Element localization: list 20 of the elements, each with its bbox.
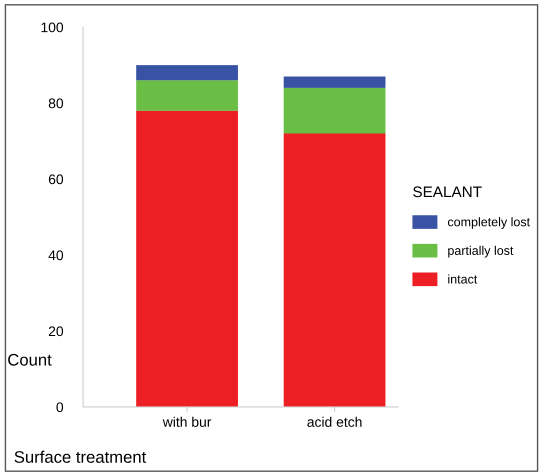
bar — [136, 80, 238, 111]
y-tick-label: 20 — [48, 326, 64, 336]
y-tick-label: 80 — [48, 98, 64, 108]
x-axis-title: Surface treatment — [14, 450, 146, 463]
bar — [284, 133, 386, 407]
legend-label: intact — [448, 274, 478, 284]
bar — [284, 76, 386, 88]
bar — [136, 65, 238, 80]
bar — [136, 110, 238, 407]
legend-label: completely lost — [448, 217, 530, 229]
y-tick-label: 60 — [48, 174, 64, 184]
x-tick-label: with bur — [162, 416, 212, 427]
legend-label: partially lost — [448, 246, 514, 258]
bar — [284, 88, 386, 134]
y-tick-label: 40 — [48, 250, 64, 260]
y-tick-label: 100 — [42, 22, 64, 32]
legend-title: SEALANT — [413, 186, 482, 198]
x-tick-label: acid etch — [307, 416, 362, 427]
y-axis-title: Count — [8, 354, 52, 366]
y-tick-label: 0 — [56, 402, 64, 412]
